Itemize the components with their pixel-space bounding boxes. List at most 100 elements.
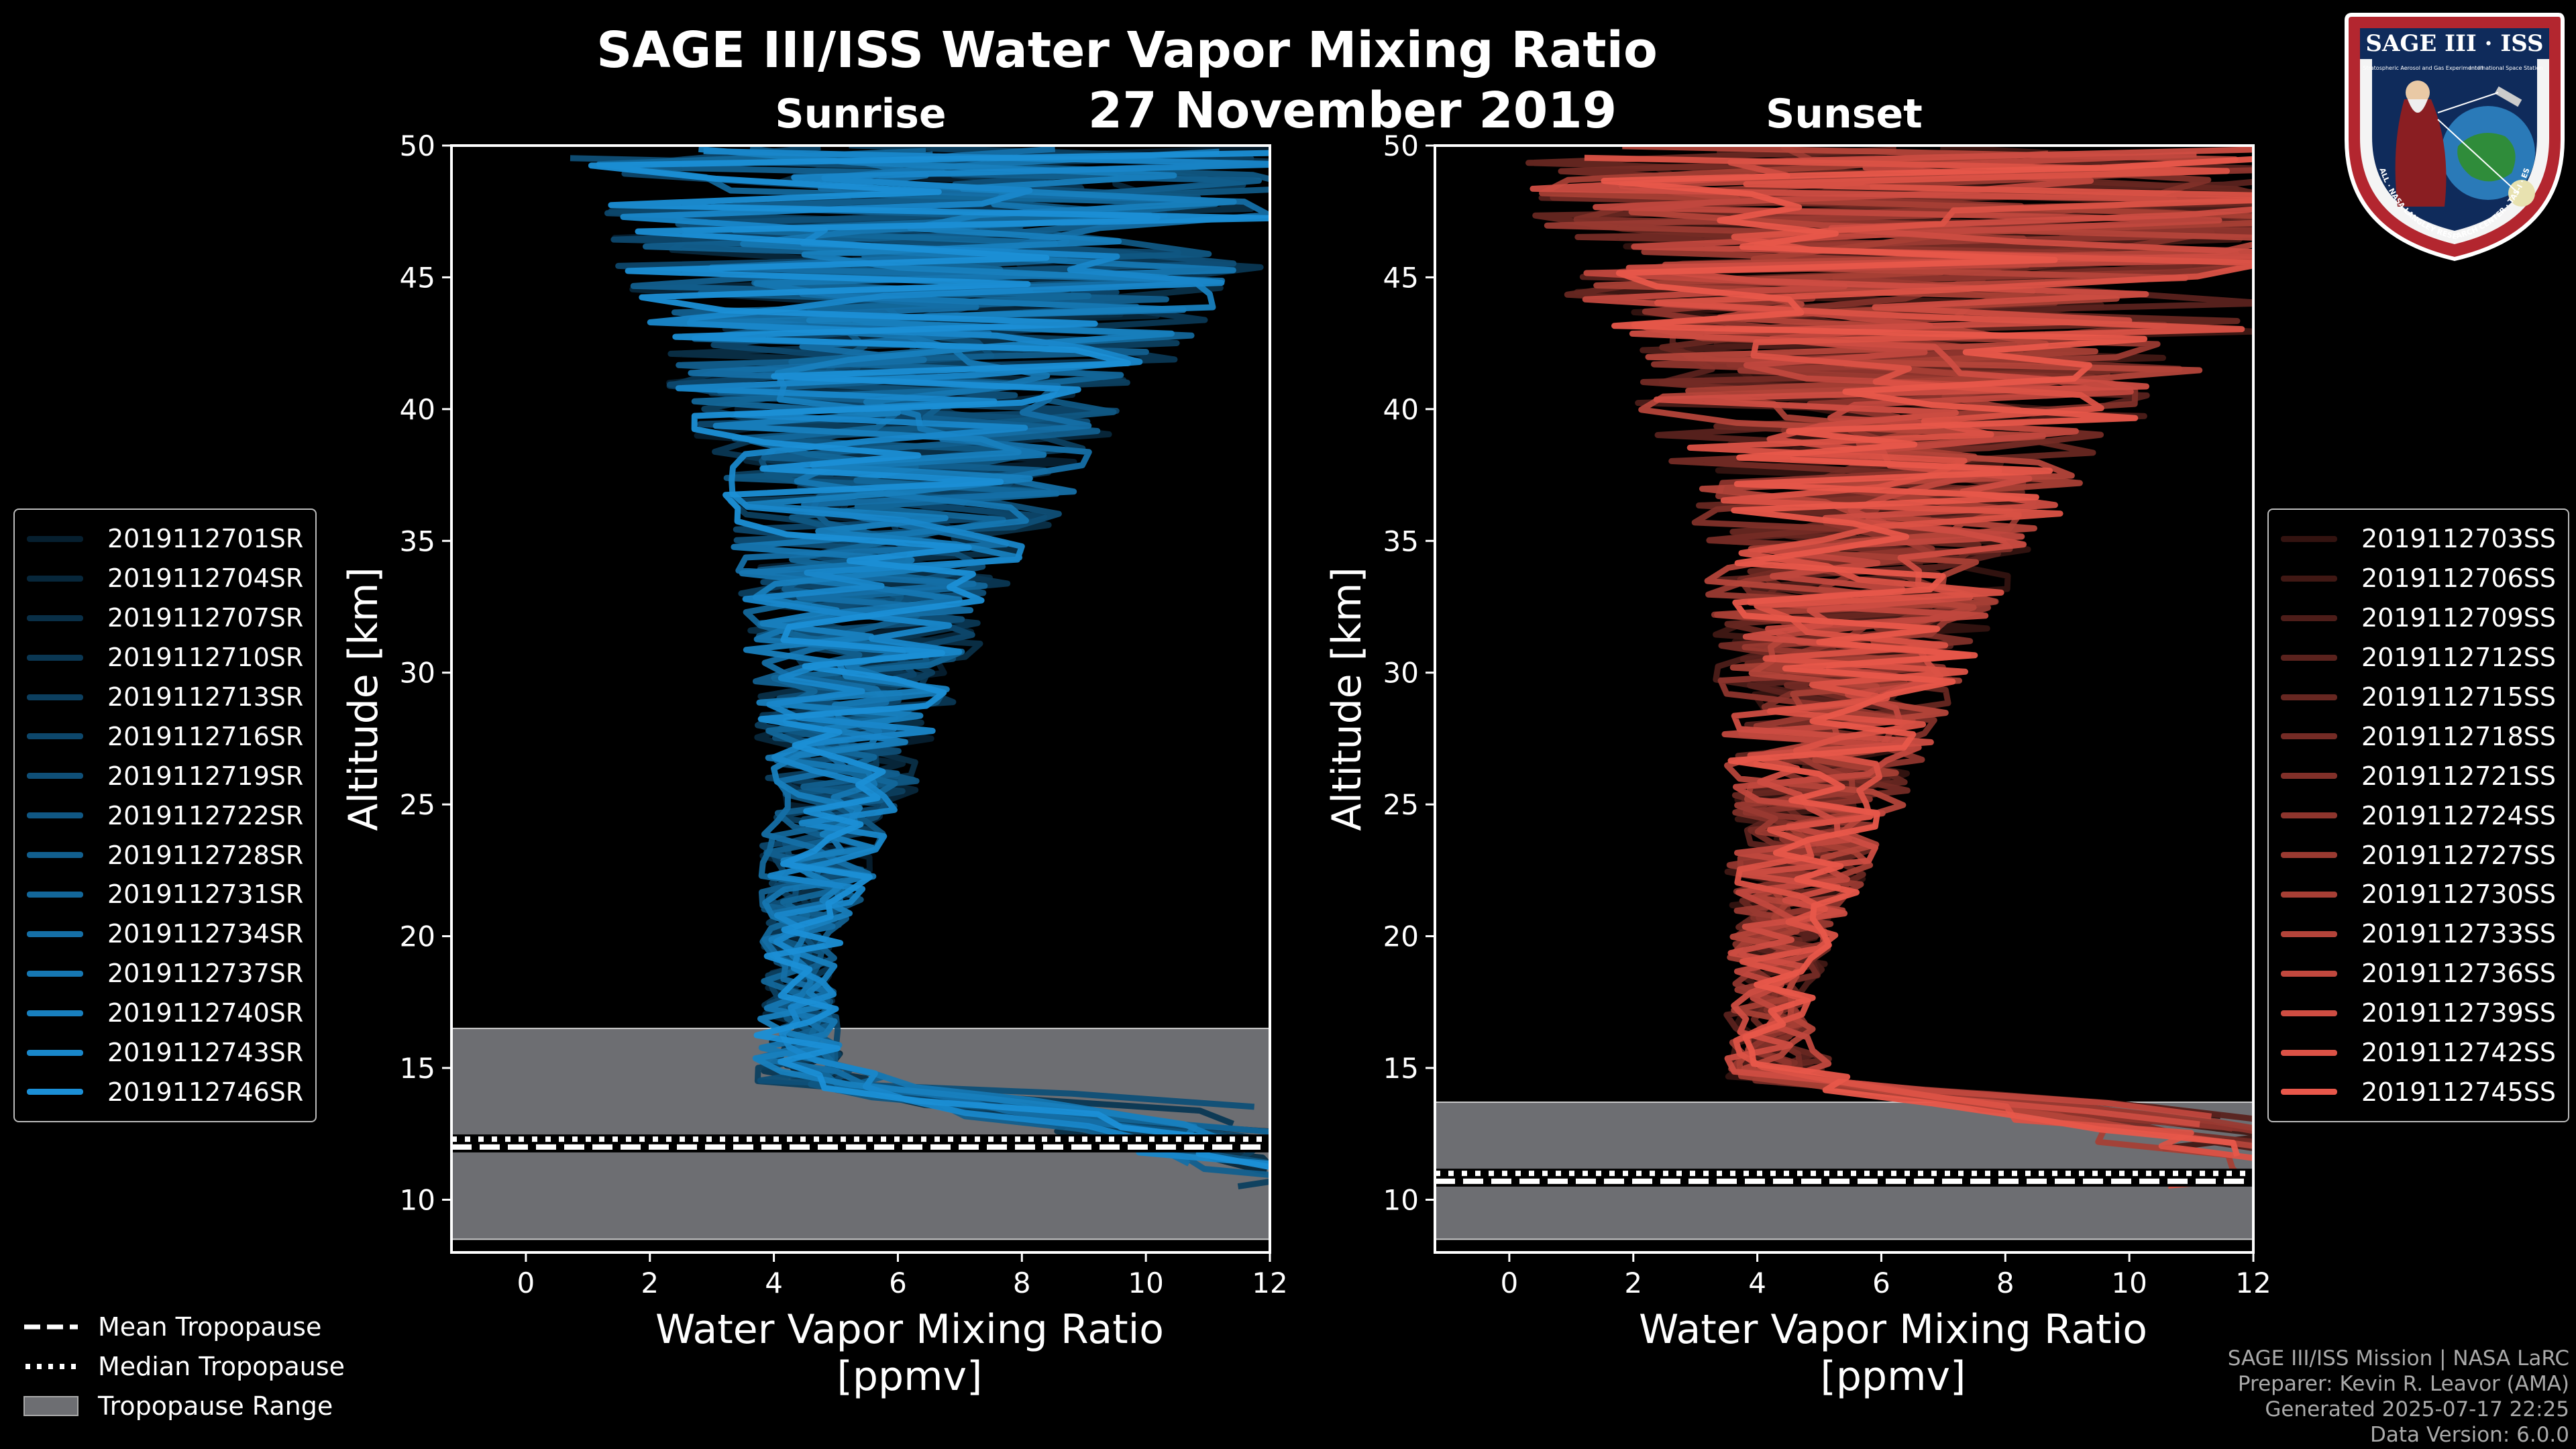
- chart-date: 27 November 2019: [1088, 82, 1617, 140]
- legend-label: 2019112710SR: [107, 643, 304, 673]
- legend-item: 2019112718SS: [2281, 716, 2556, 756]
- x-tick-label: 4: [765, 1267, 783, 1299]
- legend-swatch: [2281, 930, 2337, 937]
- y-tick-label: 10: [1383, 1183, 1419, 1216]
- x-tick-label: 10: [2111, 1267, 2147, 1299]
- logo-subtitle-1: Stratospheric Aerosol and Gas Experiment…: [2363, 65, 2483, 71]
- legend-label: 2019112722SR: [107, 800, 304, 830]
- legend-swatch: [2281, 812, 2337, 819]
- credits-generated: Generated 2025-07-17 22:25: [2265, 1397, 2569, 1421]
- legend-item: 2019112737SR: [27, 954, 303, 994]
- legend-label: 2019112745SS: [2361, 1077, 2557, 1107]
- legend-item: 2019112704SR: [27, 559, 303, 598]
- tropopause-lines-sunset: [1435, 1169, 2253, 1187]
- y-tick-label: 50: [400, 129, 435, 162]
- legend-swatch: [27, 535, 83, 542]
- x-axis-label-sunrise-line1: Water Vapor Mixing Ratio: [655, 1306, 1164, 1353]
- legend-swatch: [2281, 575, 2337, 582]
- y-tick-label: 10: [400, 1183, 435, 1216]
- legend-label: 2019112721SS: [2361, 761, 2557, 791]
- legend-item: 2019112745SS: [2281, 1072, 2556, 1112]
- chart-title: SAGE III/ISS Water Vapor Mixing Ratio: [596, 21, 1658, 79]
- legend-label: 2019112713SR: [107, 682, 304, 712]
- panel-label-sunset: Sunset: [1766, 91, 1923, 138]
- legend-item: 2019112713SR: [27, 678, 303, 717]
- x-tick-label: 0: [517, 1267, 535, 1299]
- legend-label: 2019112718SS: [2361, 721, 2557, 751]
- legend-label: 2019112733SS: [2361, 919, 2557, 949]
- legend-swatch: [27, 575, 83, 582]
- x-tick-label: 8: [1996, 1267, 2015, 1299]
- legend-item: 2019112724SS: [2281, 796, 2556, 835]
- profile-line-2019112742SS: [1584, 154, 2253, 1189]
- legend-item-median-tropopause: Median Tropopause: [23, 1346, 345, 1386]
- legend-label: 2019112739SS: [2361, 998, 2557, 1028]
- x-tick-label: 4: [1748, 1267, 1766, 1299]
- y-tick-label: 35: [400, 525, 435, 557]
- legend-item: 2019112734SR: [27, 914, 303, 954]
- legend-label: 2019112743SR: [107, 1038, 304, 1068]
- legend-swatch: [27, 773, 83, 780]
- y-tick-label: 40: [1383, 393, 1419, 426]
- profiles-sunrise: [570, 146, 1270, 1190]
- panel-label-sunrise: Sunrise: [775, 91, 946, 138]
- legend-item: 2019112701SR: [27, 519, 303, 559]
- legend-swatch: [2281, 614, 2337, 621]
- legend-label: 2019112707SR: [107, 603, 304, 633]
- dotted-line-icon: [25, 1363, 78, 1369]
- legend-swatch: [2281, 1049, 2337, 1056]
- legend-item: 2019112736SS: [2281, 954, 2556, 994]
- legend-sunrise: 2019112701SR 2019112704SR 2019112707SR 2019…: [13, 508, 317, 1123]
- legend-swatch: [2281, 1089, 2337, 1095]
- legend-label-tropopause-range: Tropopause Range: [98, 1391, 333, 1421]
- legend-swatch: [2281, 694, 2337, 700]
- legend-item: 2019112715SS: [2281, 678, 2556, 717]
- legend-item: 2019112712SS: [2281, 638, 2556, 678]
- legend-swatch: [27, 733, 83, 740]
- plot-frame-sunrise: [450, 144, 1271, 1254]
- legend-label: 2019112719SR: [107, 761, 304, 791]
- x-tick-label: 2: [1624, 1267, 1642, 1299]
- y-axis-label-sunset: Altitude [km]: [1324, 567, 1371, 831]
- legend-swatch: [27, 614, 83, 621]
- y-tick-label: 50: [1383, 129, 1419, 162]
- x-tick-label: 6: [1872, 1267, 1890, 1299]
- legend-label: 2019112737SR: [107, 959, 304, 989]
- legend-item-mean-tropopause: Mean Tropopause: [23, 1307, 345, 1346]
- y-tick-label: 25: [1383, 788, 1419, 821]
- legend-label: 2019112709SS: [2361, 603, 2557, 633]
- profile-line-2019112739SS: [1529, 146, 2253, 1128]
- plot-sunrise: 0 2 4 6 8 10 12 10 15 20 25 30 35 40 45 50 Water Vapor …: [340, 129, 1288, 1400]
- y-tick-label: 15: [400, 1052, 435, 1085]
- x-axis-label-sunset-line2: [ppmv]: [1821, 1353, 1966, 1400]
- legend-item: 2019112703SS: [2281, 519, 2556, 559]
- legend-label: 2019112730SS: [2361, 879, 2557, 910]
- credits-mission: SAGE III/ISS Mission | NASA LaRC: [2227, 1346, 2569, 1371]
- plot-frame-sunset: [1434, 144, 2255, 1254]
- logo-subtitle-2: International Space Station: [2470, 65, 2543, 71]
- legend-swatch: [27, 930, 83, 937]
- legend-swatch: [27, 694, 83, 700]
- x-axis-label-sunrise-line2: [ppmv]: [837, 1353, 983, 1400]
- legend-item: 2019112731SR: [27, 875, 303, 914]
- y-axis-label-sunrise: Altitude [km]: [340, 567, 387, 831]
- legend-label: 2019112740SR: [107, 998, 304, 1028]
- y-tick-label: 40: [400, 393, 435, 426]
- credits-preparer: Preparer: Kevin R. Leavor (AMA): [2237, 1372, 2569, 1396]
- legend-label: 2019112701SR: [107, 524, 304, 554]
- legend-swatch: [2281, 733, 2337, 740]
- y-tick-label: 45: [400, 261, 435, 294]
- y-tick-label: 20: [1383, 920, 1419, 953]
- legend-swatch: [2281, 1010, 2337, 1016]
- legend-label: 2019112704SR: [107, 564, 304, 594]
- legend-label: 2019112728SR: [107, 840, 304, 870]
- legend-item: 2019112707SR: [27, 598, 303, 638]
- legend-item: 2019112727SS: [2281, 835, 2556, 875]
- legend-label: 2019112712SS: [2361, 643, 2557, 673]
- y-tick-label: 30: [1383, 657, 1419, 690]
- legend-swatch: [2281, 970, 2337, 977]
- legend-swatch: [2281, 654, 2337, 661]
- y-tick-label: 25: [400, 788, 435, 821]
- sage-iii-iss-logo: SAGE III · ISS Stratospheric Aerosol and…: [2344, 12, 2565, 262]
